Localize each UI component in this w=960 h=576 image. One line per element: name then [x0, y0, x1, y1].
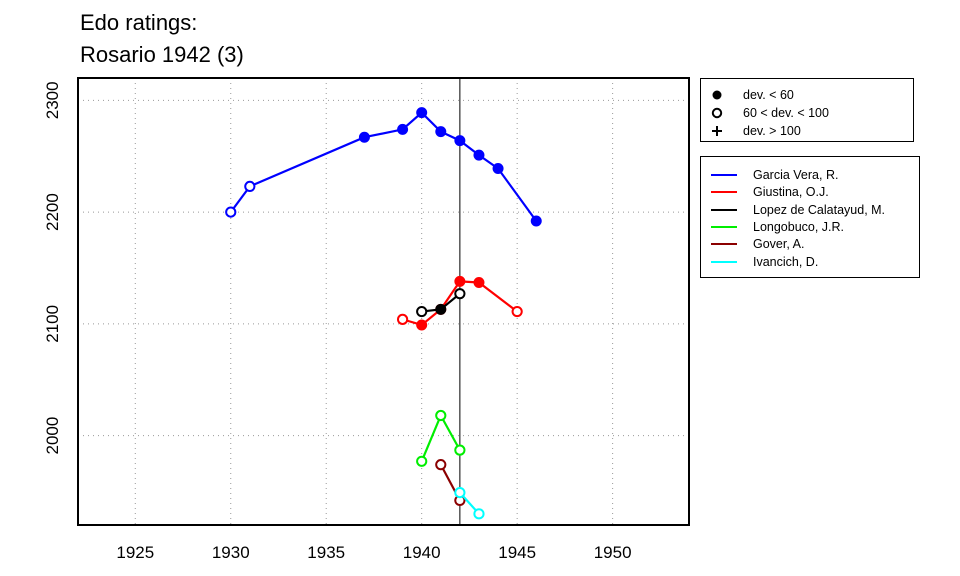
- series-color-swatch: [711, 191, 737, 194]
- series-color-swatch: [711, 225, 737, 228]
- data-point: [511, 305, 523, 318]
- data-point: [358, 131, 370, 143]
- grid-layer: [78, 78, 689, 525]
- series-color-swatch: [711, 174, 737, 176]
- data-point: [454, 275, 466, 287]
- deviation-legend-label: dev. < 60: [743, 88, 794, 102]
- series-5: [454, 486, 485, 520]
- series-legend: Garcia Vera, R. Giustina, O.J. Lopez de Ca…: [700, 156, 920, 278]
- data-point: [435, 409, 447, 422]
- series-legend-label: Garcia Vera, R.: [753, 168, 839, 182]
- series-legend-label: Gover, A.: [753, 237, 805, 252]
- series-color-swatch: [711, 260, 737, 263]
- data-point: [454, 444, 466, 456]
- filled-circle-icon: [712, 90, 722, 100]
- data-point: [454, 486, 466, 499]
- chart-title-line-2: Rosario 1942 (3): [80, 42, 244, 67]
- data-point: [454, 288, 466, 300]
- series-legend-label: Lopez de Calatayud, M.: [753, 202, 886, 217]
- data-point: [396, 313, 409, 325]
- y-tick-label: 2300: [43, 81, 62, 119]
- data-point: [530, 215, 542, 227]
- data-point: [473, 277, 485, 289]
- data-point: [492, 163, 504, 175]
- x-tick-label: 1945: [498, 543, 536, 562]
- series-legend-label: Giustina, O.J.: [753, 185, 829, 200]
- series-0: [225, 107, 542, 227]
- series-legend-label: Ivancich, D.: [753, 254, 819, 269]
- data-point: [416, 455, 428, 467]
- axis-layer: 1925 1930 1935 1940 1945 1950 2000 2100 2200 2300: [43, 81, 632, 562]
- series-line: [229, 111, 538, 222]
- data-point: [454, 135, 466, 147]
- filled-circle-mark: [712, 90, 722, 100]
- data-point: [225, 206, 237, 218]
- data-point: [416, 107, 428, 119]
- x-tick-label: 1935: [307, 543, 345, 562]
- x-tick-label: 1940: [403, 543, 441, 562]
- series-2: [416, 288, 466, 318]
- y-tick-label: 2100: [43, 305, 62, 343]
- deviation-legend-label: 60 < dev. < 100: [743, 106, 829, 120]
- x-tick-label: 1930: [212, 543, 250, 562]
- series-layer: [225, 107, 542, 520]
- data-point: [244, 180, 256, 192]
- deviation-legend-label: dev. > 100: [743, 124, 801, 138]
- x-tick-label: 1925: [116, 543, 154, 562]
- data-point: [473, 149, 485, 161]
- open-circle-mark: [711, 107, 723, 119]
- plus-icon: [712, 126, 722, 136]
- data-point: [435, 303, 447, 315]
- data-point: [397, 123, 409, 135]
- x-tick-label: 1950: [594, 543, 632, 562]
- series-legend-label: Longobuco, J.R.: [753, 219, 845, 234]
- y-tick-label: 2000: [43, 417, 62, 455]
- series-color-swatch: [711, 208, 737, 211]
- data-point: [435, 459, 447, 471]
- plot-frame: [77, 77, 690, 526]
- data-point: [435, 126, 447, 138]
- deviation-legend: dev. < 60 60 < dev. < 100 dev. > 100: [700, 78, 914, 142]
- data-point: [473, 508, 485, 520]
- series-3: [416, 409, 466, 467]
- plus-mark: [712, 126, 722, 136]
- data-point: [416, 319, 428, 331]
- y-tick-label: 2200: [43, 193, 62, 231]
- series-line: [420, 412, 461, 462]
- data-point: [416, 305, 428, 318]
- chart-title-line-1: Edo ratings:: [80, 10, 198, 35]
- open-circle-icon: [711, 107, 723, 119]
- series-color-swatch: [711, 243, 737, 246]
